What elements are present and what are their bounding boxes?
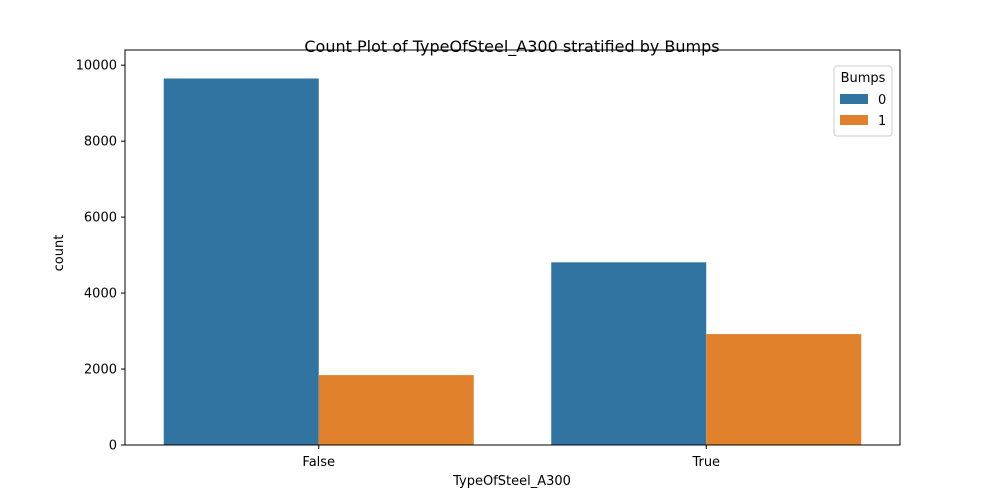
legend-label-0: 0: [878, 93, 886, 108]
y-tick-label: 6000: [84, 211, 117, 226]
legend-label-1: 1: [878, 114, 886, 129]
plot-frame: [124, 49, 901, 446]
y-axis: 0 2000 4000 6000 8000 10000: [76, 59, 125, 454]
legend: Bumps 0 1: [833, 65, 893, 137]
y-tick-label: 10000: [76, 59, 117, 74]
y-axis-title: count: [52, 235, 67, 272]
x-axis-title: TypeOfSteel_A300: [452, 474, 571, 489]
y-tick-label: 0: [109, 439, 117, 454]
legend-swatch-0: [840, 94, 868, 104]
bars-group: [163, 78, 862, 446]
x-tick-label: True: [691, 455, 720, 470]
x-tick-label: False: [302, 455, 335, 470]
y-tick-label: 2000: [84, 363, 117, 378]
bar-false-series-0: [163, 78, 319, 446]
legend-swatch-1: [840, 115, 868, 125]
bar-true-series-0: [551, 262, 707, 445]
y-tick-label: 4000: [84, 287, 117, 302]
chart-title: Count Plot of TypeOfSteel_A300 stratifie…: [304, 37, 719, 57]
bar-true-series-1: [706, 334, 862, 445]
bar-false-series-1: [318, 375, 474, 445]
legend-title: Bumps: [841, 71, 886, 86]
y-tick-label: 8000: [84, 135, 117, 150]
x-axis: False True: [302, 445, 720, 470]
